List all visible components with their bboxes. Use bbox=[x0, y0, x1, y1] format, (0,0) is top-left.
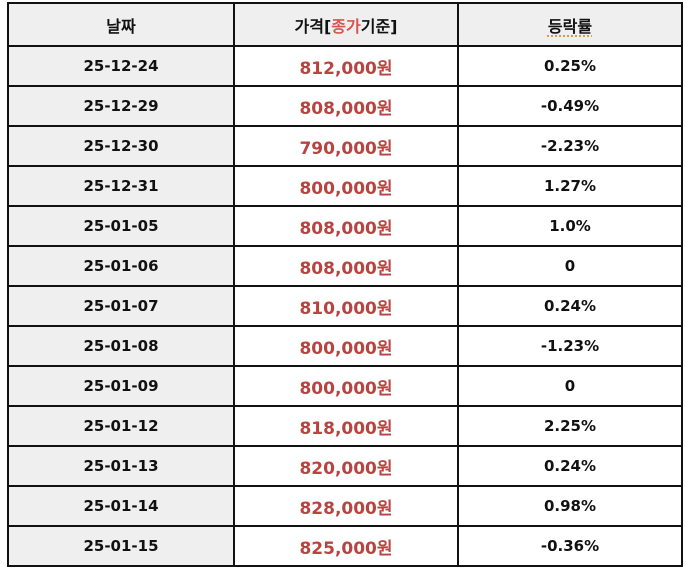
header-price-prefix: 가격[ bbox=[294, 16, 332, 36]
header-row: 날짜 가격[종가기준] 등락률 bbox=[7, 2, 683, 47]
date-cell: 25-12-24 bbox=[7, 45, 235, 87]
price-cell: 808,000원 bbox=[233, 205, 459, 247]
table-row: 25-12-31 800,000원 1.27% bbox=[7, 165, 683, 207]
price-cell: 808,000원 bbox=[233, 245, 459, 287]
header-price-accent: 종가 bbox=[331, 16, 361, 36]
stock-price-table: 날짜 가격[종가기준] 등락률 25-12-24 812,000원 0.25% 25-… bbox=[7, 2, 683, 567]
table-row: 25-01-14 828,000원 0.98% bbox=[7, 485, 683, 527]
price-cell: 790,000원 bbox=[233, 125, 459, 167]
rate-cell: -1.23% bbox=[457, 325, 683, 367]
table-row: 25-01-08 800,000원 -1.23% bbox=[7, 325, 683, 367]
price-cell: 810,000원 bbox=[233, 285, 459, 327]
price-cell: 800,000원 bbox=[233, 365, 459, 407]
header-price-suffix: 기준] bbox=[360, 16, 398, 36]
rate-cell: 0.24% bbox=[457, 285, 683, 327]
rate-cell: 1.0% bbox=[457, 205, 683, 247]
price-cell: 828,000원 bbox=[233, 485, 459, 527]
price-cell: 800,000원 bbox=[233, 165, 459, 207]
price-cell: 812,000원 bbox=[233, 45, 459, 87]
date-cell: 25-01-06 bbox=[7, 245, 235, 287]
header-price: 가격[종가기준] bbox=[233, 2, 459, 47]
date-cell: 25-12-31 bbox=[7, 165, 235, 207]
date-cell: 25-01-09 bbox=[7, 365, 235, 407]
rate-cell: 0.98% bbox=[457, 485, 683, 527]
date-cell: 25-01-07 bbox=[7, 285, 235, 327]
table-row: 25-12-24 812,000원 0.25% bbox=[7, 45, 683, 87]
rate-cell: -0.36% bbox=[457, 525, 683, 567]
rate-cell: 1.27% bbox=[457, 165, 683, 207]
rate-cell: 0.24% bbox=[457, 445, 683, 487]
rate-cell: 0.25% bbox=[457, 45, 683, 87]
price-cell: 825,000원 bbox=[233, 525, 459, 567]
table-row: 25-01-07 810,000원 0.24% bbox=[7, 285, 683, 327]
rate-cell: 0 bbox=[457, 365, 683, 407]
table-row: 25-01-06 808,000원 0 bbox=[7, 245, 683, 287]
price-cell: 808,000원 bbox=[233, 85, 459, 127]
header-date: 날짜 bbox=[7, 2, 235, 47]
date-cell: 25-01-05 bbox=[7, 205, 235, 247]
header-rate-label: 등락률 bbox=[547, 16, 593, 36]
rate-cell: 0 bbox=[457, 245, 683, 287]
price-cell: 820,000원 bbox=[233, 445, 459, 487]
date-cell: 25-01-08 bbox=[7, 325, 235, 367]
table-row: 25-01-13 820,000원 0.24% bbox=[7, 445, 683, 487]
rate-cell: -2.23% bbox=[457, 125, 683, 167]
table-row: 25-01-12 818,000원 2.25% bbox=[7, 405, 683, 447]
date-cell: 25-01-15 bbox=[7, 525, 235, 567]
table-row: 25-01-05 808,000원 1.0% bbox=[7, 205, 683, 247]
header-rate: 등락률 bbox=[457, 2, 683, 47]
date-cell: 25-01-12 bbox=[7, 405, 235, 447]
rate-cell: -0.49% bbox=[457, 85, 683, 127]
date-cell: 25-12-29 bbox=[7, 85, 235, 127]
table-row: 25-12-29 808,000원 -0.49% bbox=[7, 85, 683, 127]
date-cell: 25-01-13 bbox=[7, 445, 235, 487]
table-row: 25-12-30 790,000원 -2.23% bbox=[7, 125, 683, 167]
rate-cell: 2.25% bbox=[457, 405, 683, 447]
price-cell: 818,000원 bbox=[233, 405, 459, 447]
date-cell: 25-12-30 bbox=[7, 125, 235, 167]
price-cell: 800,000원 bbox=[233, 325, 459, 367]
table-row: 25-01-09 800,000원 0 bbox=[7, 365, 683, 407]
table-row: 25-01-15 825,000원 -0.36% bbox=[7, 525, 683, 567]
date-cell: 25-01-14 bbox=[7, 485, 235, 527]
